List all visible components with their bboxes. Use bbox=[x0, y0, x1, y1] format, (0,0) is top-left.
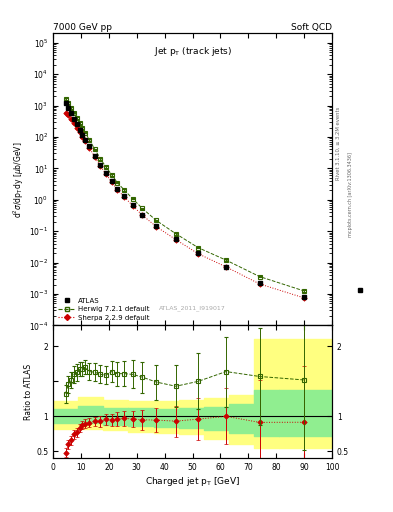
Y-axis label: d$^2\sigma$/dp$_\mathregular{T}$dy [$\mu$b/GeV]: d$^2\sigma$/dp$_\mathregular{T}$dy [$\mu… bbox=[12, 141, 26, 218]
Text: 7000 GeV pp: 7000 GeV pp bbox=[53, 23, 112, 32]
Y-axis label: Ratio to ATLAS: Ratio to ATLAS bbox=[24, 364, 33, 420]
Text: Rivet 3.1.10, ≥ 3.2M events: Rivet 3.1.10, ≥ 3.2M events bbox=[336, 106, 341, 180]
Text: Soft QCD: Soft QCD bbox=[291, 23, 332, 32]
Text: Jet p$_\mathregular{T}$ (track jets): Jet p$_\mathregular{T}$ (track jets) bbox=[154, 45, 231, 58]
X-axis label: Charged jet p$_\mathregular{T}$ [GeV]: Charged jet p$_\mathregular{T}$ [GeV] bbox=[145, 475, 240, 488]
Text: ATLAS_2011_I919017: ATLAS_2011_I919017 bbox=[159, 305, 226, 311]
Text: mcplots.cern.ch [arXiv:1306.3436]: mcplots.cern.ch [arXiv:1306.3436] bbox=[348, 152, 353, 237]
Legend: ATLAS, Herwig 7.2.1 default, Sherpa 2.2.9 default: ATLAS, Herwig 7.2.1 default, Sherpa 2.2.… bbox=[57, 296, 151, 322]
